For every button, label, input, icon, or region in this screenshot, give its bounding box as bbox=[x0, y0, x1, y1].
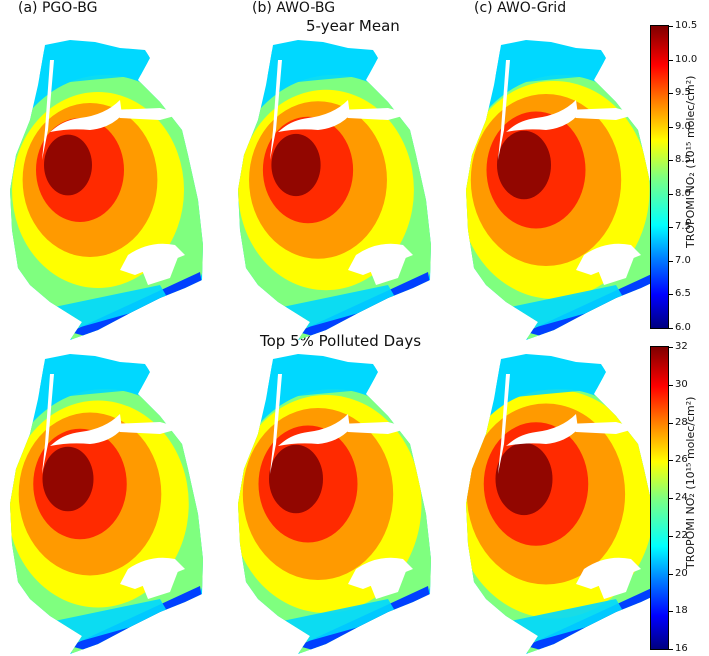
colorbar-mean bbox=[650, 25, 669, 329]
water-feature bbox=[348, 557, 413, 589]
concentration-field bbox=[269, 444, 323, 514]
water-feature bbox=[498, 60, 510, 160]
water-feature bbox=[498, 374, 510, 474]
water-feature bbox=[278, 100, 350, 132]
colorbar-tick-mark bbox=[669, 460, 673, 462]
water-feature bbox=[368, 252, 408, 285]
colorbar-tick-mark bbox=[669, 649, 673, 650]
colorbar-tick-label: 10.0 bbox=[675, 53, 698, 65]
colorbar-tick-mark bbox=[669, 26, 673, 27]
water-feature bbox=[110, 108, 182, 120]
water-feature bbox=[110, 422, 182, 434]
map-mean-awo-grid bbox=[466, 40, 659, 340]
water-feature bbox=[42, 60, 54, 160]
water-feature bbox=[368, 566, 408, 599]
colorbar-tick-mark bbox=[669, 93, 673, 95]
colorbar-tick-label: 7.0 bbox=[675, 254, 691, 266]
water-feature bbox=[278, 414, 350, 446]
concentration-field bbox=[44, 134, 92, 196]
water-feature bbox=[596, 566, 636, 599]
concentration-field bbox=[494, 50, 606, 85]
colorbar-tick-label: 6.5 bbox=[675, 288, 691, 300]
colorbar-tick-mark bbox=[669, 611, 673, 613]
map-top5-awo-bg bbox=[238, 354, 431, 654]
concentration-field bbox=[38, 364, 150, 399]
concentration-field bbox=[271, 133, 321, 197]
colorbar-tick-mark bbox=[669, 160, 673, 162]
concentration-field bbox=[495, 442, 553, 516]
column-title-awo-bg: (b) AWO-BG bbox=[252, 0, 336, 16]
colorbar-tick-mark bbox=[669, 227, 673, 229]
water-feature bbox=[120, 243, 185, 275]
concentration-field bbox=[42, 446, 94, 512]
water-feature bbox=[270, 374, 282, 474]
colorbar-label-mean: TROPOMI NO₂ (10¹⁵ molec/cm²) bbox=[684, 75, 697, 248]
row-title-top-5-percent: Top 5% Polluted Days bbox=[260, 332, 422, 350]
water-feature bbox=[506, 414, 578, 446]
colorbar-tick-mark bbox=[669, 193, 673, 195]
concentration-field bbox=[266, 50, 378, 85]
colorbar-tick-label: 20 bbox=[675, 567, 688, 579]
colorbar-tick-mark bbox=[669, 126, 673, 128]
water-feature bbox=[348, 243, 413, 275]
water-feature bbox=[338, 108, 410, 120]
colorbar-tick-mark bbox=[669, 328, 673, 329]
column-title-pgo-bg: (a) PGO-BG bbox=[18, 0, 98, 16]
colorbar-tick-mark bbox=[669, 498, 673, 499]
row-title-5-year-mean: 5-year Mean bbox=[306, 17, 400, 35]
colorbar-tick-mark bbox=[669, 422, 673, 424]
water-feature bbox=[576, 557, 641, 589]
water-feature bbox=[566, 108, 638, 120]
column-title-awo-grid: (c) AWO-Grid bbox=[474, 0, 567, 16]
colorbar-tick-mark bbox=[669, 260, 673, 262]
water-feature bbox=[50, 414, 122, 446]
colorbar-tick-label: 8.5 bbox=[675, 154, 691, 166]
colorbar-top5 bbox=[650, 346, 669, 650]
colorbar-tick-label: 28 bbox=[675, 416, 688, 428]
map-mean-awo-bg bbox=[238, 40, 431, 340]
water-feature bbox=[576, 243, 641, 275]
concentration-field bbox=[38, 50, 150, 85]
water-feature bbox=[506, 100, 578, 132]
colorbar-tick-label: 32 bbox=[675, 341, 688, 352]
colorbar-tick-label: 24 bbox=[675, 492, 688, 503]
water-feature bbox=[50, 100, 122, 132]
water-feature bbox=[42, 374, 54, 474]
colorbar-tick-label: 26 bbox=[675, 454, 688, 466]
colorbar-tick-label: 18 bbox=[675, 605, 688, 617]
map-top5-awo-grid bbox=[466, 354, 659, 654]
concentration-field bbox=[497, 130, 551, 200]
colorbar-tick-label: 9.0 bbox=[675, 120, 691, 132]
colorbar-tick-mark bbox=[669, 573, 673, 575]
colorbar-label-top5: TROPOMI NO₂ (10¹⁵ molec/cm²) bbox=[684, 396, 697, 569]
concentration-field bbox=[494, 364, 606, 399]
colorbar-tick-label: 22 bbox=[675, 529, 688, 541]
colorbar-tick-label: 9.5 bbox=[675, 87, 691, 99]
colorbar-tick-mark bbox=[669, 347, 673, 348]
colorbar-tick-label: 8.0 bbox=[675, 187, 691, 199]
concentration-field bbox=[266, 364, 378, 399]
water-feature bbox=[120, 557, 185, 589]
colorbar-tick-label: 30 bbox=[675, 378, 688, 390]
water-feature bbox=[140, 566, 180, 599]
colorbar-tick-mark bbox=[669, 59, 673, 61]
water-feature bbox=[270, 60, 282, 160]
colorbar-tick-label: 6.0 bbox=[675, 322, 691, 333]
colorbar-tick-label: 7.5 bbox=[675, 221, 691, 233]
water-feature bbox=[596, 252, 636, 285]
colorbar-tick-mark bbox=[669, 294, 673, 296]
map-mean-pgo-bg bbox=[10, 40, 203, 340]
colorbar-tick-mark bbox=[669, 535, 673, 537]
water-feature bbox=[338, 422, 410, 434]
map-top5-pgo-bg bbox=[10, 354, 203, 654]
water-feature bbox=[566, 422, 638, 434]
water-feature bbox=[140, 252, 180, 285]
colorbar-tick-label: 16 bbox=[675, 643, 688, 654]
colorbar-tick-label: 10.5 bbox=[675, 20, 698, 31]
colorbar-tick-mark bbox=[669, 384, 673, 386]
